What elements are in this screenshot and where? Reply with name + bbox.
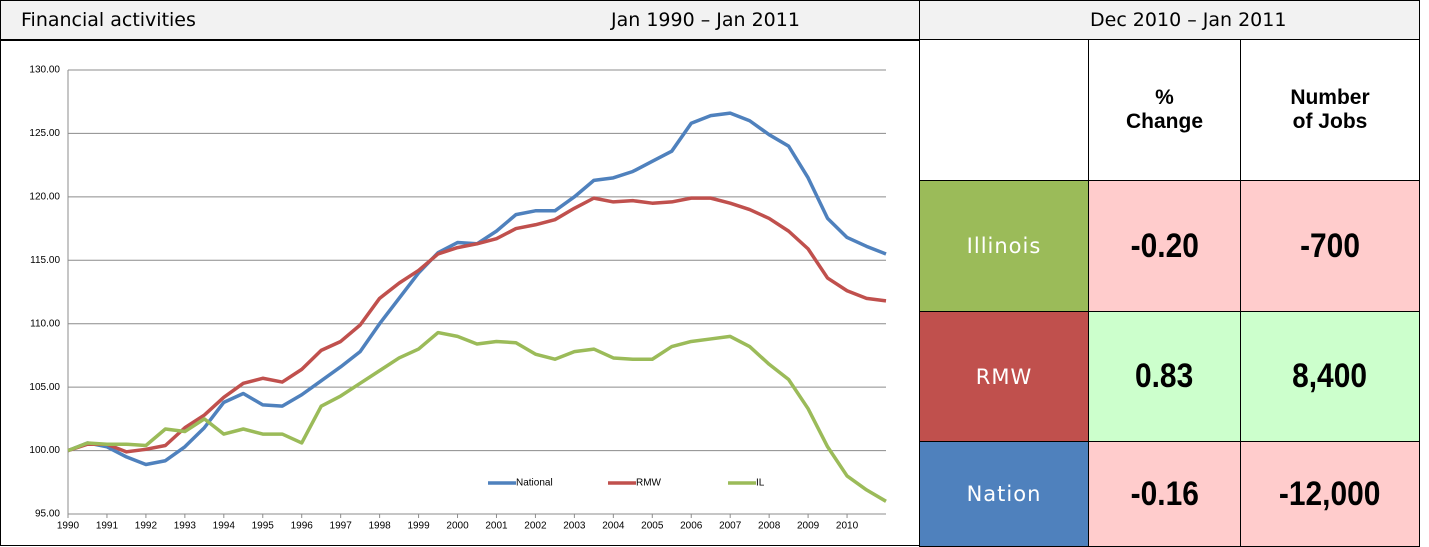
y-tick-label: 105.00 (29, 382, 60, 393)
x-tick-label: 2003 (563, 521, 586, 532)
legend-label: IL (756, 478, 765, 489)
x-tick-label: 1991 (96, 521, 119, 532)
column-header: % Change (1088, 39, 1241, 181)
series-line (67, 196, 887, 454)
x-tick-label: 1999 (407, 521, 430, 532)
y-tick-label: 95.00 (35, 509, 60, 520)
x-tick-label: 2002 (524, 521, 547, 532)
pct-change-text: -0.20 (1130, 226, 1199, 265)
x-tick-label: 1992 (135, 521, 158, 532)
legend-label: RMW (636, 478, 662, 489)
y-tick-label: 115.00 (30, 255, 60, 266)
jobs-text: -700 (1300, 226, 1360, 265)
y-tick-label: 120.00 (29, 191, 60, 202)
x-tick-label: 2006 (680, 521, 703, 532)
row-label: RMW (919, 311, 1089, 442)
series-line (67, 330, 887, 503)
chart-header: Financial activities Jan 1990 – Jan 2011 (0, 0, 920, 40)
x-tick-label: 2008 (758, 521, 781, 532)
series-line (67, 111, 887, 467)
x-tick-label: 2004 (602, 521, 625, 532)
pct-change: 0.83 (1088, 311, 1241, 442)
x-tick-label: 1990 (57, 521, 80, 532)
title: Financial activities (21, 9, 196, 31)
x-tick-label: 2005 (641, 521, 664, 532)
jobs-text: 8,400 (1292, 357, 1368, 395)
legend-label: National (516, 478, 553, 489)
chart: 95.00 100.00 105.00 110.00 115.00 120.00 125.0… (0, 40, 920, 546)
period: Jan 1990 – Jan 2011 (611, 9, 800, 31)
pct-change-text: -0.16 (1130, 474, 1199, 513)
row-label-text: RMW (975, 364, 1033, 389)
jobs: -700 (1240, 180, 1420, 312)
chart-frame (0, 40, 920, 546)
table-period: Dec 2010 – Jan 2011 (1090, 9, 1287, 31)
corner-cell (919, 39, 1089, 181)
table-header: Dec 2010 – Jan 2011 (919, 0, 1420, 40)
y-tick-label: 100.00 (29, 445, 60, 456)
row-label: Nation (919, 441, 1089, 547)
row-label: Illinois (919, 180, 1089, 312)
y-tick-label: 110.00 (30, 318, 60, 329)
x-tick-label: 1994 (213, 521, 236, 532)
column-header: Number of Jobs (1240, 39, 1420, 181)
row-label-text: Illinois (966, 234, 1042, 258)
pct-change-text: 0.83 (1135, 357, 1194, 395)
x-tick-label: 2000 (446, 521, 469, 532)
y-tick-label: 130.00 (29, 65, 60, 76)
row-label-text: Nation (966, 482, 1042, 506)
x-tick-label: 1995 (252, 521, 275, 532)
jobs: 8,400 (1240, 311, 1420, 442)
x-tick-label: 2007 (719, 521, 742, 532)
x-tick-label: 1997 (330, 521, 353, 532)
pct-change: -0.20 (1088, 180, 1241, 312)
x-tick-label: 1998 (368, 521, 391, 532)
pct-change: -0.16 (1088, 441, 1241, 547)
jobs: -12,000 (1240, 441, 1420, 547)
x-tick-label: 1993 (174, 521, 197, 532)
x-tick-label: 1996 (291, 521, 314, 532)
x-tick-label: 2009 (797, 521, 820, 532)
y-tick-label: 125.00 (29, 128, 60, 139)
jobs-text: -12,000 (1279, 474, 1381, 513)
x-tick-label: 2010 (836, 521, 859, 532)
x-tick-label: 2001 (485, 521, 508, 532)
